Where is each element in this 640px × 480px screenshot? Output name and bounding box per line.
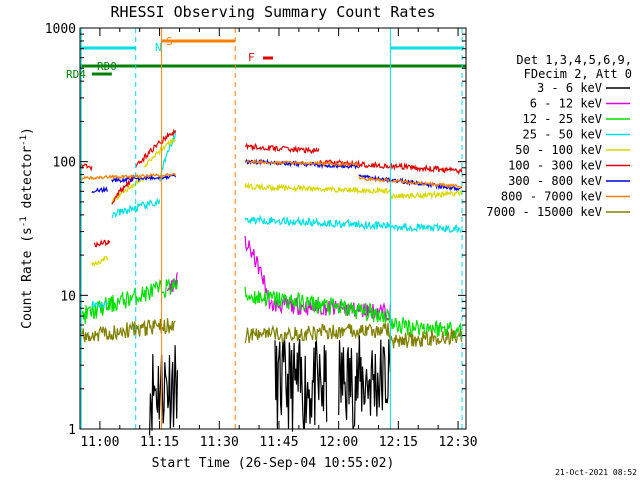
- series-50-100-kev: [91, 136, 463, 267]
- series-300-800-kev: [91, 158, 463, 194]
- flag-label-n: N: [155, 41, 162, 54]
- flags: N S F RD0 RD4: [66, 35, 255, 81]
- legend-entry-label: 3 - 6 keV: [537, 81, 602, 95]
- x-tick-label: 11:15: [140, 435, 179, 450]
- axis-layer: 1 10 100 1000 11:00 11:15 11:30 11:45 12:00 12:15…: [45, 22, 478, 450]
- data-layer: [79, 28, 466, 436]
- y-tick-label: 10: [60, 289, 76, 304]
- legend-entry-label: 100 - 300 keV: [508, 159, 602, 173]
- legend-entry-label: 6 - 12 keV: [530, 97, 602, 111]
- legend-entry-label: 300 - 800 keV: [508, 174, 602, 188]
- flag-label-rd4: RD4: [66, 68, 86, 81]
- legend-entry-label: 25 - 50 keV: [523, 128, 602, 142]
- x-tick-label: 11:00: [80, 435, 119, 450]
- flag-label-rd0: RD0: [97, 60, 117, 73]
- generation-timestamp: 21-Oct-2021 08:52: [555, 468, 637, 477]
- legend-entry-label: 7000 - 15000 keV: [486, 205, 602, 219]
- series-800-7000-kev: [79, 158, 463, 189]
- legend-header-line-1: Det 1,3,4,5,6,9,: [516, 53, 632, 67]
- legend: Det 1,3,4,5,6,9, FDecim 2, Att 0 3 - 6 k…: [486, 53, 632, 219]
- legend-entry-label: 50 - 100 keV: [515, 143, 602, 157]
- legend-entry-label: 800 - 7000 keV: [501, 190, 602, 204]
- series-7000-15000-kev: [79, 318, 463, 349]
- series-100-300-kev: [79, 128, 463, 248]
- chart-title: RHESSI Observing Summary Count Rates: [110, 3, 435, 21]
- x-tick-label: 11:30: [200, 435, 239, 450]
- x-tick-label: 11:45: [259, 435, 298, 450]
- y-tick-label: 1: [68, 423, 76, 438]
- y-tick-label: 1000: [45, 22, 76, 37]
- legend-header-line-2: FDecim 2, Att 0: [524, 67, 632, 81]
- y-tick-label: 100: [53, 156, 76, 171]
- x-tick-label: 12:30: [438, 435, 477, 450]
- series-25-50-kev: [91, 131, 463, 309]
- x-tick-label: 12:15: [379, 435, 418, 450]
- plot-frame: [79, 27, 467, 430]
- flag-label-s: S: [166, 35, 173, 48]
- flag-label-f: F: [248, 51, 255, 64]
- legend-entry-label: 12 - 25 keV: [523, 112, 602, 126]
- y-axis-label: Count Rate (s-1 detector-1): [19, 127, 35, 329]
- x-tick-label: 12:00: [319, 435, 358, 450]
- x-axis-label: Start Time (26-Sep-04 10:55:02): [152, 456, 395, 471]
- series-3-6-kev: [149, 335, 391, 436]
